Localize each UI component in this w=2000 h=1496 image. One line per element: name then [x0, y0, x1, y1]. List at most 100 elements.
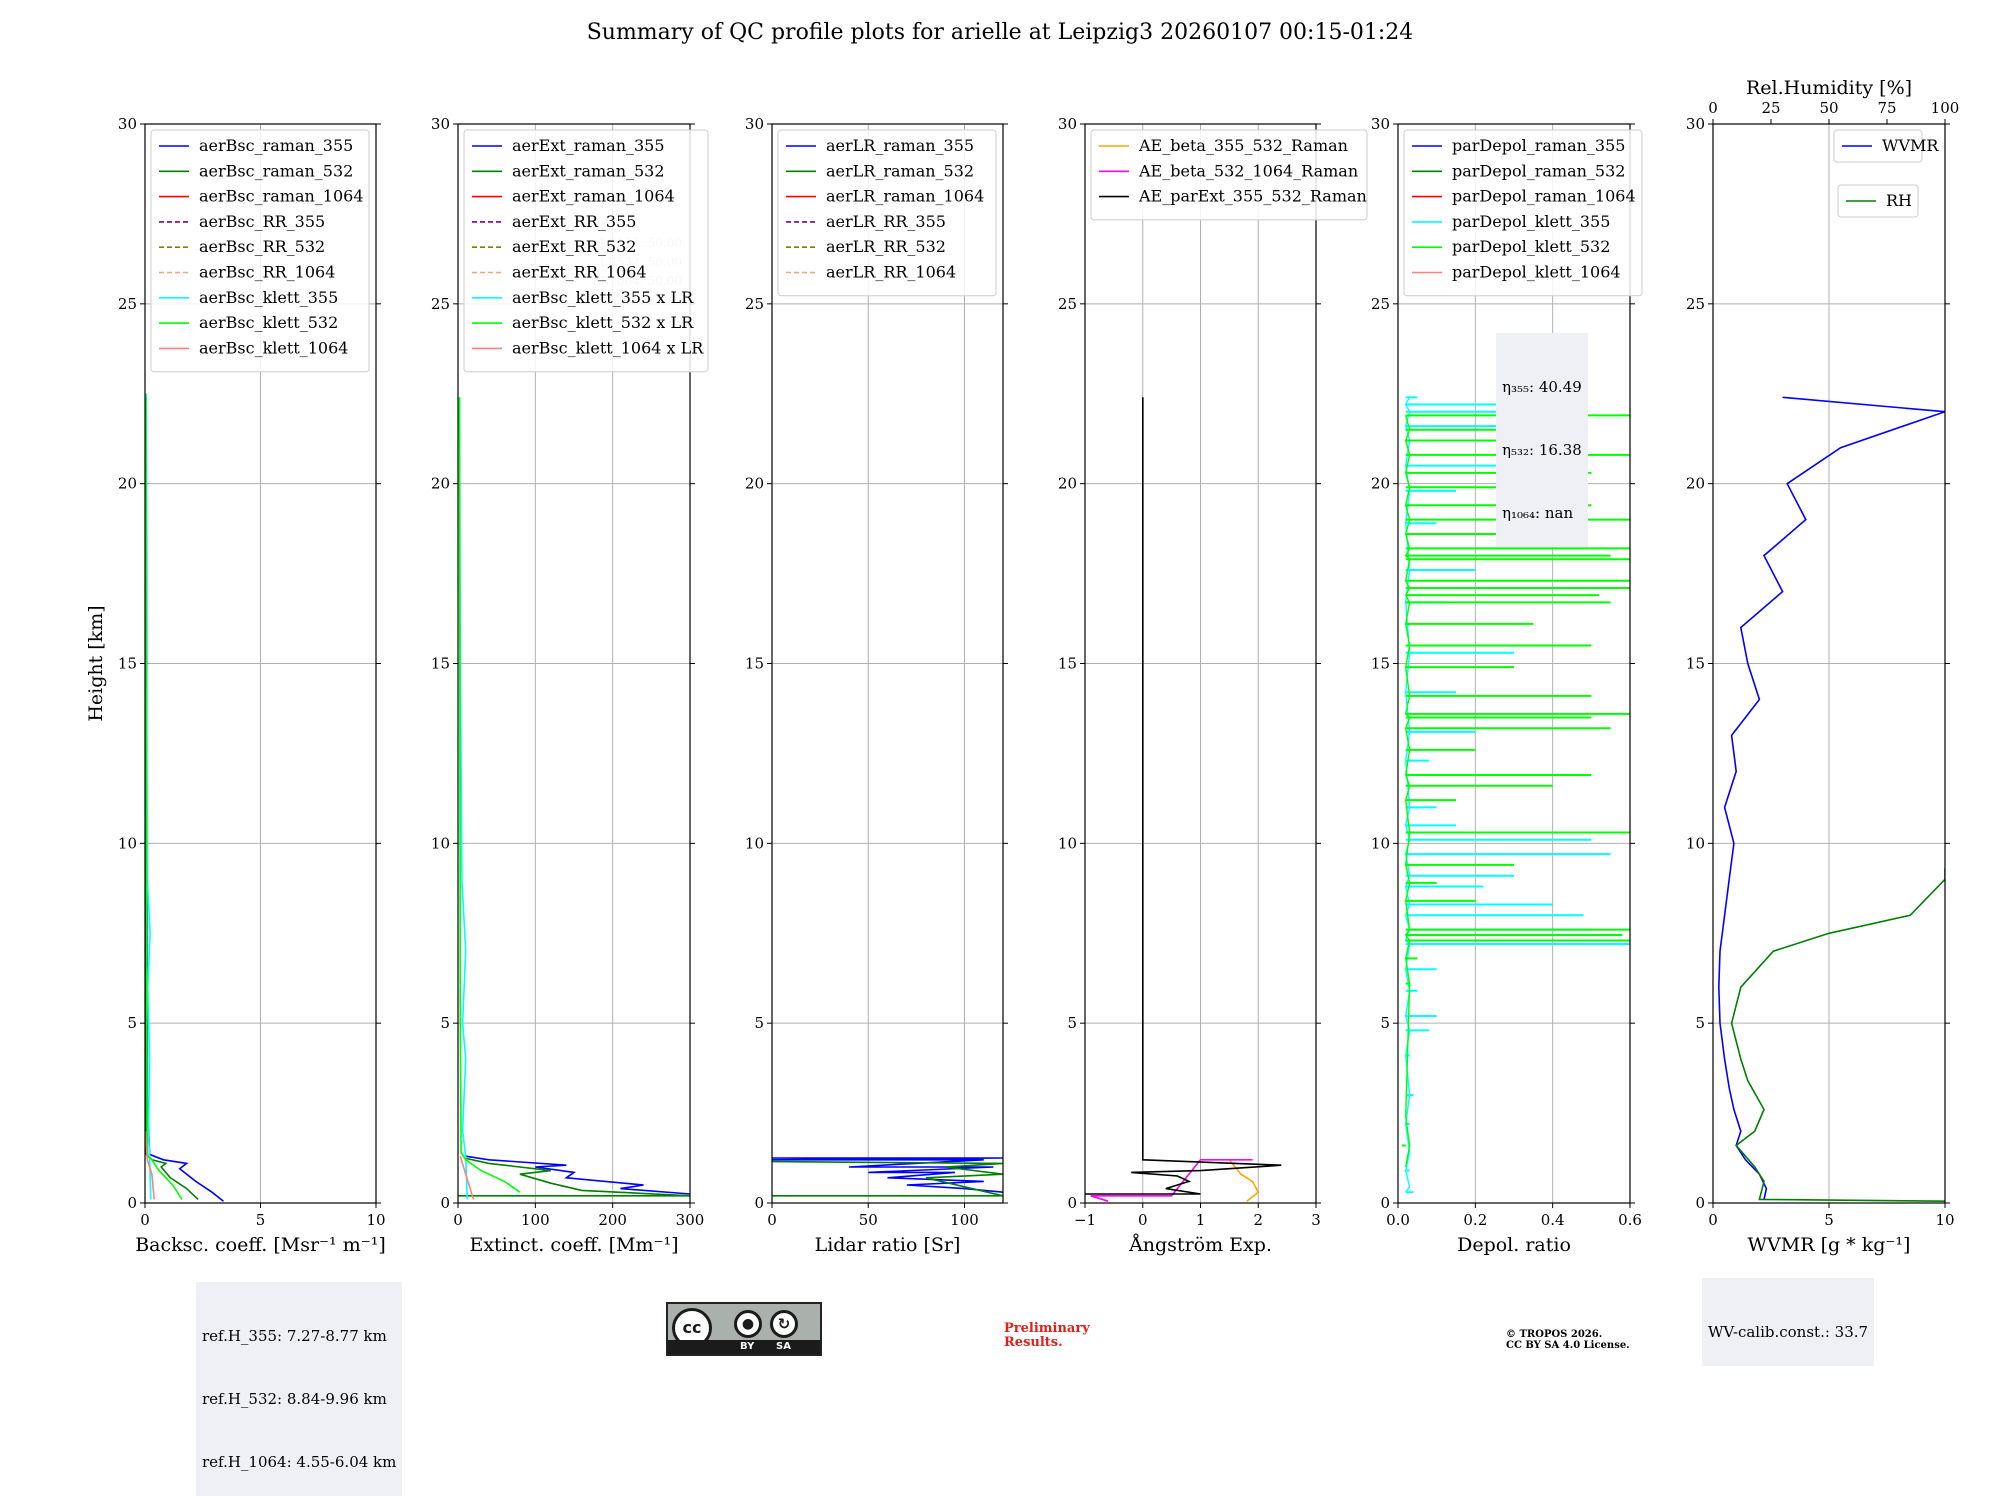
rh-tick-label: 0 [1708, 99, 1718, 117]
rh-tick-label: 50 [1819, 99, 1838, 117]
legend: WVMR RH [1833, 129, 1939, 218]
legend-box [1837, 184, 1919, 218]
x-tick-label: −1 [1074, 1211, 1096, 1229]
x-tick-label: 10 [1935, 1211, 1954, 1229]
trace-parDepol_klett_532 [1404, 415, 1411, 1168]
eta-355: η₃₅₅: 40.49 [1502, 378, 1582, 396]
series-WVMR [1717, 396, 1945, 1200]
legend-label: aerLR_RR_355 [826, 212, 946, 231]
y-tick-label: 0 [1067, 1194, 1077, 1212]
legend-label: aerLR_raman_532 [826, 161, 974, 180]
legend-label: aerExt_RR_1064 [512, 263, 647, 282]
legend: aerExt_raman_355 aerExt_raman_532 aerExt_r… [463, 129, 709, 373]
y-tick-label: 10 [1371, 834, 1390, 852]
reference-height-box: ref.H_355: 7.27-8.77 km ref.H_532: 8.84-… [196, 1282, 403, 1496]
y-tick-label: 20 [1686, 475, 1705, 493]
cc-by-label: BY [740, 1341, 755, 1352]
x-tick-label: 100 [950, 1211, 979, 1229]
x-tick-label: 0 [453, 1211, 463, 1229]
series-AE_beta_355_532_Raman [1228, 1159, 1260, 1202]
legend-label: aerBsc_RR_532 [199, 237, 325, 256]
legend-label: aerBsc_klett_1064 [199, 338, 348, 357]
x-tick-label: 50 [859, 1211, 878, 1229]
y-tick-label: 30 [1686, 115, 1705, 133]
series-aerBsc_raman_355 [145, 393, 224, 1202]
preliminary-note: Preliminary Results. [1004, 1322, 1090, 1350]
legend-box [1090, 129, 1368, 221]
y-tick-label: 10 [118, 834, 137, 852]
legend-label: aerBsc_klett_532 [199, 313, 338, 332]
y-tick-label: 15 [118, 655, 137, 673]
y-tick-label: 25 [745, 295, 764, 313]
legend-label: aerBsc_klett_355 [199, 288, 338, 307]
legend-label: aerExt_raman_532 [512, 161, 665, 180]
x-axis-label: Ångström Exp. [1128, 1234, 1272, 1256]
x-tick-label: 200 [598, 1211, 627, 1229]
legend: aerBsc_raman_355 aerBsc_raman_532 aerBsc_r… [150, 129, 370, 373]
series-AE_parExt_355_532_Raman [1085, 397, 1282, 1195]
y-tick-label: 15 [745, 655, 764, 673]
legend-label: parDepol_raman_355 [1452, 136, 1625, 155]
share-alike-icon: ↻ [770, 1310, 798, 1338]
rh-tick-label: 25 [1761, 99, 1780, 117]
y-axis-label: Height [km] [85, 605, 107, 721]
x-tick-label: 3 [1311, 1211, 1321, 1229]
legend: aerLR_raman_355 aerLR_raman_532 aerLR_rama… [777, 129, 997, 297]
legend-box [463, 129, 709, 373]
x-tick-label: 0 [1138, 1211, 1148, 1229]
copyright-line-1: © TROPOS 2026. [1506, 1329, 1603, 1340]
y-tick-label: 25 [1371, 295, 1390, 313]
y-tick-label: 20 [1058, 475, 1077, 493]
data-layer [458, 397, 690, 1200]
x-tick-label: 0.6 [1618, 1211, 1642, 1229]
series-aerLR_raman_355 [772, 1157, 1003, 1193]
legend-label: aerLR_raman_1064 [826, 187, 984, 206]
y-tick-label: 30 [1371, 115, 1390, 133]
y-tick-label: 15 [1371, 655, 1390, 673]
panel-1: 0 5 10 15 20 25 30 0 5 10 Backsc. coeff. [Msr⁻¹ m⁻… [85, 115, 386, 1256]
rh-tick-label: 75 [1877, 99, 1896, 117]
legend-label: parDepol_klett_532 [1452, 237, 1610, 256]
panel-3: 0 5 10 15 20 25 30 0 50 100 Lidar ratio [Sr] aerLR_… [745, 115, 1008, 1256]
x-tick-label: 300 [676, 1211, 705, 1229]
panel-5: 0 5 10 15 20 25 30 0.0 0.2 0.4 0.6 Depol. ratio parD… [1371, 115, 1643, 1256]
data-layer [772, 1157, 1003, 1197]
series-RH [1730, 868, 1945, 1202]
x-tick-label: 0 [1708, 1211, 1718, 1229]
legend-label: aerBsc_raman_1064 [199, 187, 364, 206]
legend-label: aerBsc_raman_532 [199, 161, 353, 180]
legend-box [1833, 129, 1923, 163]
y-tick-label: 5 [1695, 1014, 1705, 1032]
series-aerBsc_klett_355 x LR [458, 397, 469, 1200]
y-tick-label: 10 [1686, 834, 1705, 852]
series-aerBsc_klett_532 x LR [458, 397, 521, 1193]
y-tick-label: 15 [1686, 655, 1705, 673]
x-tick-label: 100 [521, 1211, 550, 1229]
y-tick-label: 25 [1686, 295, 1705, 313]
y-tick-label: 20 [1371, 475, 1390, 493]
x-tick-label: 0.2 [1463, 1211, 1487, 1229]
y-tick-label: 15 [1058, 655, 1077, 673]
series-aerExt_raman_532 [458, 1157, 690, 1197]
y-tick-label: 10 [745, 834, 764, 852]
preliminary-line-1: Preliminary [1004, 1321, 1090, 1336]
legend-label: parDepol_raman_1064 [1452, 187, 1636, 206]
legend-label: AE_beta_532_1064_Raman [1138, 161, 1358, 180]
series-aerBsc_klett_1064 x LR [459, 1155, 475, 1200]
legend-label: aerBsc_raman_355 [199, 136, 353, 155]
series-aerExt_raman_355 [465, 1155, 690, 1195]
y-tick-label: 0 [754, 1194, 764, 1212]
legend-label: aerBsc_klett_532 x LR [512, 313, 694, 332]
legend-label: parDepol_klett_355 [1452, 212, 1610, 231]
legend-label: aerExt_RR_532 [512, 237, 636, 256]
y-tick-label: 10 [1058, 834, 1077, 852]
attribution-icon: ● [734, 1310, 762, 1338]
y-tick-label: 20 [431, 475, 450, 493]
legend-label: WVMR [1882, 136, 1939, 155]
cc-license-badge: cc ● ↻ BY SA [666, 1302, 822, 1356]
legend-label: AE_parExt_355_532_Raman [1138, 187, 1367, 206]
y-tick-label: 20 [745, 475, 764, 493]
